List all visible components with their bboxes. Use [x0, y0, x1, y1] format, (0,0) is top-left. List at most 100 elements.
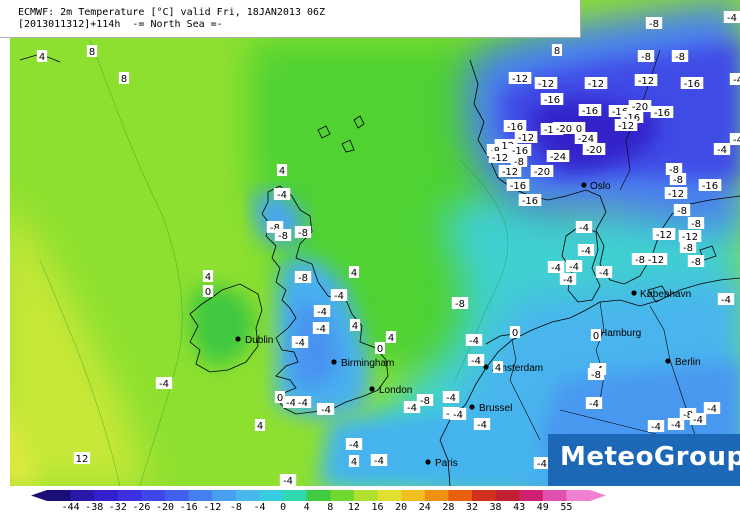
legend-value: -26 — [132, 502, 151, 513]
svg-text:4: 4 — [257, 421, 263, 432]
legend-value: 8 — [327, 502, 334, 513]
svg-text:-16: -16 — [684, 79, 700, 90]
temperature-label: -4 — [442, 391, 460, 404]
legend-swatch — [519, 490, 544, 501]
svg-text:Paris: Paris — [435, 458, 458, 469]
temperature-label: -8 — [294, 271, 312, 284]
temperature-labels: 4884440-44-8-8-8-8-4-4-440-40-4-40-4-8-4… — [36, 11, 740, 487]
temperature-label: -24 — [546, 150, 570, 163]
temperature-label: -4 — [279, 474, 297, 487]
svg-text:-16: -16 — [512, 146, 528, 157]
svg-text:4: 4 — [388, 333, 394, 344]
svg-text:-4: -4 — [599, 268, 609, 279]
legend-value: -20 — [156, 502, 175, 513]
temperature-label: -4 — [717, 293, 735, 306]
temperature-field — [10, 0, 740, 486]
svg-text:-4: -4 — [693, 415, 703, 426]
map-header: ECMWF: 2m Temperature [°C] valid Fri, 18… — [0, 0, 581, 38]
legend-swatch — [117, 490, 142, 501]
legend-arrow-left — [31, 490, 47, 501]
legend-value: 12 — [347, 502, 360, 513]
svg-text:8: 8 — [121, 74, 127, 85]
svg-text:-4: -4 — [407, 403, 417, 414]
temperature-label: -4 — [273, 188, 291, 201]
temperature-label: 12 — [73, 452, 91, 465]
svg-text:-12: -12 — [502, 167, 518, 178]
svg-text:4: 4 — [495, 363, 501, 374]
temperature-label: -12 — [488, 151, 512, 164]
svg-text:Brussel: Brussel — [479, 403, 512, 414]
svg-text:-20: -20 — [534, 167, 550, 178]
temperature-label: -8 — [451, 297, 469, 310]
svg-text:-12: -12 — [538, 79, 554, 90]
legend-swatch — [566, 490, 591, 501]
legend-swatch — [283, 490, 308, 501]
svg-text:-4: -4 — [551, 263, 561, 274]
legend-swatch — [235, 490, 260, 501]
svg-text:-8: -8 — [270, 223, 280, 234]
legend-swatch — [542, 490, 567, 501]
temperature-label: -20 — [628, 100, 652, 113]
svg-text:-4: -4 — [298, 398, 308, 409]
city-amsterdam: Amsterdam — [483, 363, 543, 374]
svg-text:-8: -8 — [591, 370, 601, 381]
svg-text:-4: -4 — [334, 291, 344, 302]
legend-swatch — [330, 490, 355, 501]
svg-text:4: 4 — [39, 52, 45, 63]
svg-text:-8: -8 — [691, 257, 701, 268]
svg-text:12: 12 — [76, 454, 89, 465]
svg-text:-24: -24 — [550, 152, 566, 163]
svg-text:Oslo: Oslo — [590, 181, 611, 192]
temperature-label: -20 — [552, 122, 576, 135]
svg-text:Birmingham: Birmingham — [341, 358, 394, 369]
temperature-label: -4 — [585, 397, 603, 410]
temperature-label: -16 — [518, 194, 542, 207]
legend-swatch — [94, 490, 119, 501]
temperature-label: -8 — [631, 253, 649, 266]
header-title: ECMWF: 2m Temperature [°C] valid Fri, 18… — [18, 7, 326, 18]
svg-text:London: London — [379, 385, 412, 396]
temperature-label: -16 — [698, 179, 722, 192]
svg-text:-4: -4 — [469, 336, 479, 347]
svg-text:-16: -16 — [544, 125, 560, 136]
svg-text:-4: -4 — [317, 307, 327, 318]
legend-swatch — [141, 490, 166, 501]
svg-text:-4: -4 — [733, 135, 740, 146]
temperature-label: -4 — [559, 273, 577, 286]
temperature-label: -4 — [729, 73, 740, 86]
meteogroup-logo: MeteoGroup — [548, 434, 740, 486]
temperature-label: 4 — [276, 164, 288, 177]
svg-text:-16: -16 — [510, 181, 526, 192]
temperature-label: -4 — [575, 221, 593, 234]
temperature-label: 0 — [202, 285, 214, 298]
temperature-label: -8 — [669, 173, 687, 186]
temperature-label: -4 — [703, 402, 721, 415]
legend-color-bar — [31, 490, 606, 501]
legend-value: -32 — [108, 502, 127, 513]
temperature-label: -16 — [540, 93, 564, 106]
temperature-label: -4 — [473, 418, 491, 431]
svg-text:-4: -4 — [277, 190, 287, 201]
temperature-label: -4 — [317, 403, 335, 416]
city-oslo: Oslo — [581, 181, 611, 192]
temperature-label: -4 — [595, 266, 613, 279]
temperature-label: -8 — [587, 368, 605, 381]
svg-text:-12: -12 — [668, 189, 684, 200]
city-london: London — [369, 385, 412, 396]
svg-text:-4: -4 — [721, 295, 731, 306]
temperature-label: -16 — [503, 120, 527, 133]
svg-text:Hamburg: Hamburg — [600, 328, 641, 339]
legend-value: -8 — [229, 502, 242, 513]
temperature-label: -12 — [634, 74, 658, 87]
temperature-label: -4 — [313, 305, 331, 318]
svg-text:-12: -12 — [492, 153, 508, 164]
svg-text:-8: -8 — [673, 175, 683, 186]
legend-value: 24 — [418, 502, 431, 513]
legend-swatch — [306, 490, 331, 501]
svg-text:-4: -4 — [316, 324, 326, 335]
temperature-label: -12 — [678, 230, 702, 243]
temperature-label: -4 — [370, 454, 388, 467]
svg-text:Dublin: Dublin — [245, 335, 273, 346]
legend-swatch — [448, 490, 473, 501]
city-berlin: Berlin — [665, 357, 701, 368]
